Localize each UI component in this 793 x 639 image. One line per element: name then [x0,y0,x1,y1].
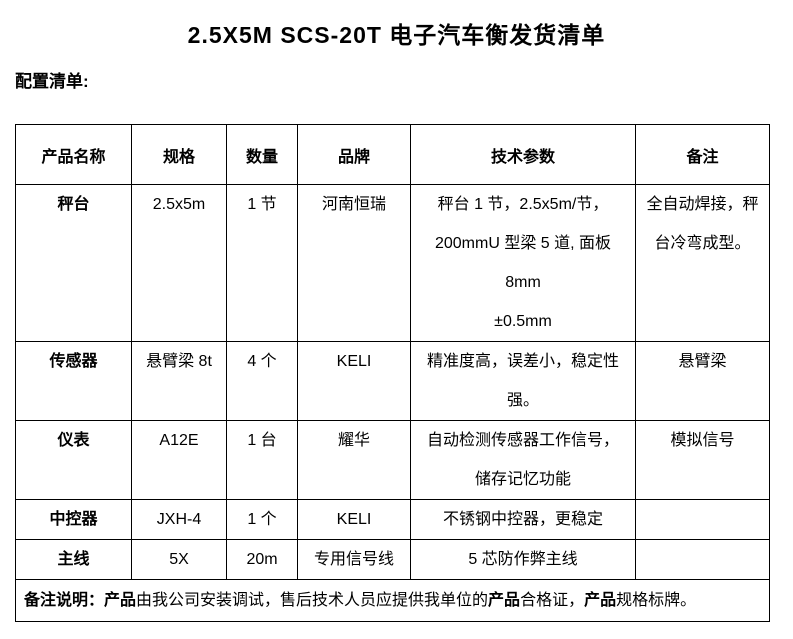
cell-params: 自动检测传感器工作信号， 储存记忆功能 [410,420,636,500]
table-row-sensor: 传感器 悬臂梁 8t 4 个 KELI 精准度高，误差小，稳定性 强。 悬臂梁 [15,341,770,421]
cell-product-name: 秤台 [15,184,132,342]
config-table: 产品名称 规格 数量 品牌 技术参数 备注 秤台 2.5x5m 1 节 河南恒瑞… [15,124,770,622]
remark-segment: 由我公司安装调试，售后技术人员应提供我单位的 [136,591,489,609]
header-params: 技术参数 [410,124,636,185]
cell-spec: 5X [131,539,227,580]
cell-product-name: 中控器 [15,499,132,540]
table-row-main-cable: 主线 5X 20m 专用信号线 5 芯防作弊主线 [15,539,770,580]
table-row-scale-platform: 秤台 2.5x5m 1 节 河南恒瑞 秤台 1 节，2.5x5m/节， 200m… [15,184,770,342]
cell-qty: 20m [226,539,298,580]
remark-segment: 规格标牌。 [616,591,697,609]
header-brand: 品牌 [297,124,411,185]
remark-segment: 产品 [584,591,617,609]
cell-params: 不锈钢中控器，更稳定 [410,499,636,540]
cell-spec: 悬臂梁 8t [131,341,227,421]
cell-brand: KELI [297,499,411,540]
cell-qty: 1 台 [226,420,298,500]
cell-product-name: 传感器 [15,341,132,421]
table-header-row: 产品名称 规格 数量 品牌 技术参数 备注 [15,124,770,185]
cell-params: 精准度高，误差小，稳定性 强。 [410,341,636,421]
header-spec: 规格 [131,124,227,185]
cell-qty: 4 个 [226,341,298,421]
remark-segment: 产品 [104,591,137,609]
cell-note [635,499,770,540]
cell-note: 全自动焊接，秤 台冷弯成型。 [635,184,770,342]
cell-spec: JXH-4 [131,499,227,540]
cell-product-name: 仪表 [15,420,132,500]
cell-note [635,539,770,580]
header-note: 备注 [635,124,770,185]
cell-brand: 专用信号线 [297,539,411,580]
cell-qty: 1 个 [226,499,298,540]
table-row-indicator: 仪表 A12E 1 台 耀华 自动检测传感器工作信号， 储存记忆功能 模拟信号 [15,420,770,500]
cell-note: 模拟信号 [635,420,770,500]
remark-segment: 产品 [488,591,521,609]
remark-label: 备注说明： [24,591,105,609]
cell-note: 悬臂梁 [635,341,770,421]
remark-row: 备注说明：产品由我公司安装调试，售后技术人员应提供我单位的产品合格证，产品规格标… [15,579,770,622]
cell-spec: A12E [131,420,227,500]
cell-spec: 2.5x5m [131,184,227,342]
cell-brand: 河南恒瑞 [297,184,411,342]
cell-qty: 1 节 [226,184,298,342]
header-qty: 数量 [226,124,298,185]
remark-cell: 备注说明：产品由我公司安装调试，售后技术人员应提供我单位的产品合格证，产品规格标… [15,579,770,622]
cell-params: 5 芯防作弊主线 [410,539,636,580]
cell-brand: 耀华 [297,420,411,500]
cell-params: 秤台 1 节，2.5x5m/节， 200mmU 型梁 5 道, 面板 8mm ±… [410,184,636,342]
cell-product-name: 主线 [15,539,132,580]
header-product-name: 产品名称 [15,124,132,185]
table-row-junction-box: 中控器 JXH-4 1 个 KELI 不锈钢中控器，更稳定 [15,499,770,540]
cell-brand: KELI [297,341,411,421]
document-title: 2.5X5M SCS-20T 电子汽车衡发货清单 [187,22,606,48]
section-label: 配置清单: [15,72,89,91]
remark-segment: 合格证， [520,591,585,609]
